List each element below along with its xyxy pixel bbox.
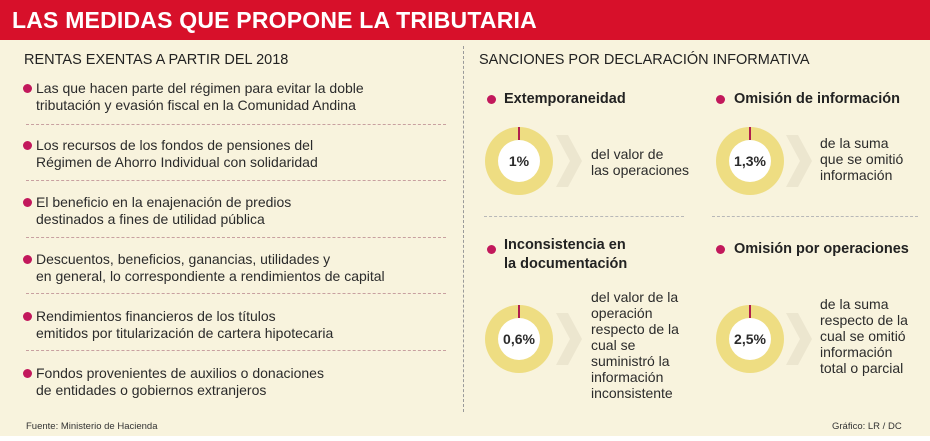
- card-title-line: Extemporaneidad: [504, 91, 626, 107]
- card-title: Omisión de información: [734, 90, 900, 109]
- card-title-line: Inconsistencia en: [504, 237, 626, 253]
- card-title: Inconsistencia en la documentación: [504, 236, 627, 274]
- desc-line: cual se: [591, 337, 636, 353]
- card-title-line: la documentación: [504, 256, 628, 272]
- list-item: Los recursos de los fondos de pensiones …: [36, 137, 446, 171]
- desc-line: total o parcial: [820, 360, 904, 376]
- donut-hole: [729, 318, 771, 360]
- bullet-icon: [716, 245, 725, 254]
- bullet-icon: [23, 312, 32, 321]
- list-item: Fondos provenientes de auxilios o donaci…: [36, 365, 446, 399]
- list-item-line: de entidades o gobiernos extranjeros: [36, 382, 267, 398]
- list-item-line: en general, lo correspondiente a rendimi…: [36, 268, 385, 284]
- desc-line: información: [591, 369, 664, 385]
- divider: [26, 180, 446, 181]
- divider: [26, 124, 446, 125]
- desc-line: información: [820, 167, 893, 183]
- donut-marker: [518, 127, 520, 140]
- desc-line: del valor de la: [591, 289, 679, 305]
- donut-chart: 0,6%: [485, 305, 553, 373]
- chevron-right-icon: [786, 313, 812, 365]
- card-title-line: Omisión por operaciones: [734, 241, 909, 257]
- bullet-icon: [23, 84, 32, 93]
- donut-value: 2,5%: [734, 331, 766, 347]
- header-title: LAS MEDIDAS QUE PROPONE LA TRIBUTARIA: [0, 0, 930, 40]
- list-item-line: El beneficio en la enajenación de predio…: [36, 194, 292, 210]
- list-item-line: Los recursos de los fondos de pensiones …: [36, 137, 314, 153]
- right-section-title: SANCIONES POR DECLARACIÓN INFORMATIVA: [479, 52, 810, 68]
- card-description: del valor de las operaciones: [591, 146, 689, 178]
- desc-line: que se omitió: [820, 151, 904, 167]
- donut-marker: [749, 305, 751, 318]
- divider: [484, 216, 684, 217]
- bullet-icon: [487, 95, 496, 104]
- credit-note: Gráfico: LR / DC: [832, 421, 902, 432]
- donut-hole: [729, 140, 771, 182]
- donut-chart: 2,5%: [716, 305, 784, 373]
- donut-marker: [518, 305, 520, 318]
- list-item-line: Descuentos, beneficios, ganancias, utili…: [36, 251, 331, 267]
- donut-marker: [749, 127, 751, 140]
- donut-value: 0,6%: [503, 331, 535, 347]
- source-note: Fuente: Ministerio de Hacienda: [26, 421, 158, 432]
- desc-line: operación: [591, 305, 653, 321]
- desc-line: de la suma: [820, 296, 889, 312]
- chevron-right-icon: [786, 135, 812, 187]
- card-title: Extemporaneidad: [504, 90, 626, 109]
- donut-value: 1,3%: [734, 153, 766, 169]
- list-item: El beneficio en la enajenación de predio…: [36, 194, 446, 228]
- list-item-line: tributación y evasión fiscal en la Comun…: [36, 97, 356, 113]
- list-item-line: Las que hacen parte del régimen para evi…: [36, 80, 364, 96]
- donut-chart: 1%: [485, 127, 553, 195]
- divider: [26, 350, 446, 351]
- card-description: de la suma respecto de la cual se omitió…: [820, 296, 908, 376]
- bullet-icon: [23, 255, 32, 264]
- desc-line: respecto de la: [591, 321, 679, 337]
- desc-line: información: [820, 344, 893, 360]
- list-item: Descuentos, beneficios, ganancias, utili…: [36, 251, 446, 285]
- bottom-strip: [0, 436, 930, 441]
- divider: [712, 216, 918, 217]
- bullet-icon: [716, 95, 725, 104]
- bullet-icon: [23, 369, 32, 378]
- card-description: de la suma que se omitió información: [820, 135, 903, 183]
- donut-hole: [498, 318, 540, 360]
- desc-line: inconsistente: [591, 385, 673, 401]
- desc-line: las operaciones: [591, 162, 690, 178]
- column-divider: [463, 46, 464, 412]
- bullet-icon: [23, 141, 32, 150]
- desc-line: suministró la: [591, 353, 670, 369]
- list-item-line: emitidos por titularización de cartera h…: [36, 325, 334, 341]
- desc-line: cual se omitió: [820, 328, 906, 344]
- divider: [26, 237, 446, 238]
- desc-line: del valor de: [591, 146, 664, 162]
- list-item-line: destinados a fines de utilidad pública: [36, 211, 265, 227]
- desc-line: de la suma: [820, 135, 889, 151]
- list-item-line: Régimen de Ahorro Individual con solidar…: [36, 154, 318, 170]
- list-item: Rendimientos financieros de los títulos …: [36, 308, 446, 342]
- bullet-icon: [23, 198, 32, 207]
- divider: [26, 293, 446, 294]
- bullet-icon: [487, 245, 496, 254]
- left-section-title: RENTAS EXENTAS A PARTIR DEL 2018: [24, 52, 289, 68]
- list-item-line: Fondos provenientes de auxilios o donaci…: [36, 365, 324, 381]
- donut-chart: 1,3%: [716, 127, 784, 195]
- card-description: del valor de la operación respecto de la…: [591, 289, 679, 401]
- chevron-right-icon: [556, 313, 582, 365]
- desc-line: respecto de la: [820, 312, 908, 328]
- card-title-line: Omisión de información: [734, 91, 900, 107]
- list-item-line: Rendimientos financieros de los títulos: [36, 308, 276, 324]
- donut-value: 1%: [508, 153, 530, 169]
- card-title: Omisión por operaciones: [734, 240, 909, 259]
- donut-hole: [498, 140, 540, 182]
- chevron-right-icon: [556, 135, 582, 187]
- list-item: Las que hacen parte del régimen para evi…: [36, 80, 446, 114]
